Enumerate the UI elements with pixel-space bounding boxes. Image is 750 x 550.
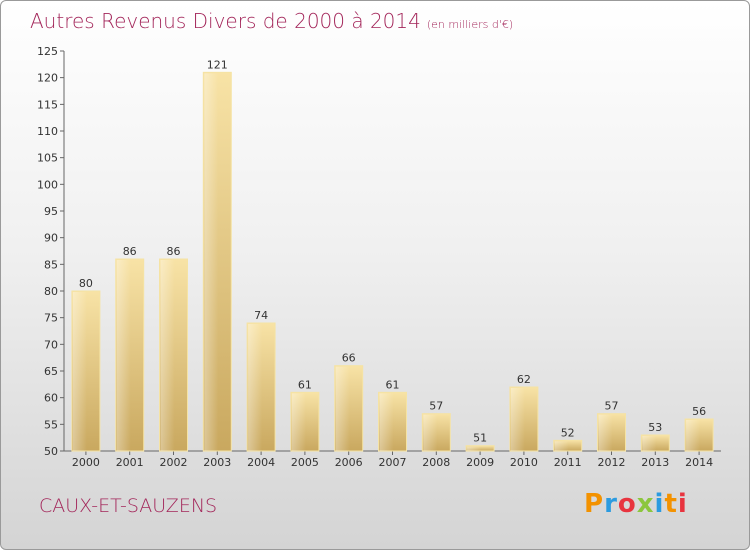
- x-tick-label: 2005: [291, 456, 319, 469]
- bar-value-label: 57: [429, 400, 443, 413]
- x-tick-label: 2002: [160, 456, 188, 469]
- logo-letter: r: [604, 489, 618, 519]
- x-tick-label: 2006: [335, 456, 363, 469]
- logo-letter: P: [584, 489, 605, 519]
- y-tick-label: 75: [44, 312, 58, 325]
- bar-value-label: 57: [605, 400, 619, 413]
- logo-letter: t: [664, 489, 678, 519]
- y-tick-label: 50: [44, 445, 58, 458]
- y-tick-label: 95: [44, 205, 58, 218]
- bar-highlight: [642, 436, 657, 451]
- bar-value-label: 52: [561, 426, 575, 439]
- bar-highlight: [423, 414, 438, 451]
- y-tick-label: 70: [44, 338, 58, 351]
- title-unit: (en milliers d'€): [426, 18, 514, 31]
- y-tick-label: 110: [37, 125, 58, 138]
- y-tick-label: 80: [44, 285, 58, 298]
- bar-value-label: 86: [123, 245, 137, 258]
- bar-highlight: [72, 292, 87, 451]
- x-tick-label: 2003: [203, 456, 231, 469]
- bar-value-label: 61: [298, 378, 312, 391]
- bar-highlight: [335, 366, 350, 451]
- y-tick-label: 105: [37, 152, 58, 165]
- x-tick-label: 2013: [641, 456, 669, 469]
- bar-value-label: 121: [207, 58, 228, 71]
- x-tick-label: 2009: [466, 456, 494, 469]
- commune-name: CAUX-ET-SAUZENS: [39, 495, 218, 517]
- x-tick-label: 2011: [554, 456, 582, 469]
- chart-title: Autres Revenus Divers de 2000 à 2014 (en …: [30, 9, 513, 33]
- value-labels: 80 86 86 121 74 61 66 61 57 51 62 52 57 53 56: [79, 58, 706, 444]
- bar-highlight: [598, 414, 613, 451]
- logo-letter: i: [654, 489, 665, 519]
- x-tick-label: 2001: [116, 456, 144, 469]
- x-tick-label: 2007: [379, 456, 407, 469]
- x-tick-label: 2000: [72, 456, 100, 469]
- bar-highlight: [379, 393, 394, 451]
- x-tick-label: 2004: [247, 456, 275, 469]
- y-tick-label: 60: [44, 392, 58, 405]
- y-tick-label: 120: [37, 72, 58, 85]
- bar-highlight: [160, 260, 175, 451]
- y-tick-label: 55: [44, 418, 58, 431]
- y-tick-label: 85: [44, 258, 58, 271]
- bar-highlight: [291, 393, 306, 451]
- bar-highlight: [116, 260, 131, 451]
- logo-letter: x: [636, 489, 655, 519]
- bar-highlight: [686, 420, 701, 451]
- x-tick-label: 2008: [422, 456, 450, 469]
- bar-value-label: 66: [342, 352, 356, 365]
- bar-value-label: 53: [648, 421, 662, 434]
- x-tick-label: 2014: [685, 456, 713, 469]
- y-tick-label: 100: [37, 178, 58, 191]
- bar-value-label: 61: [386, 378, 400, 391]
- y-tick-label: 125: [37, 45, 58, 58]
- bar-value-label: 62: [517, 373, 531, 386]
- logo-letter: i: [677, 489, 688, 519]
- title-text: Autres Revenus Divers de 2000 à 2014: [30, 9, 421, 33]
- bar-highlight: [467, 446, 482, 451]
- bar-highlight: [248, 324, 263, 451]
- bar-value-label: 56: [692, 405, 706, 418]
- axes: 50 55 60 65 70 75 80 85 90 95 100 105 110 115 120 125 20…: [37, 45, 721, 469]
- bar-value-label: 51: [473, 432, 487, 445]
- y-tick-label: 65: [44, 365, 58, 378]
- proxiti-logo: Proxiti: [584, 489, 688, 519]
- y-tick-label: 90: [44, 232, 58, 245]
- bar-value-label: 74: [254, 309, 268, 322]
- x-tick-label: 2010: [510, 456, 538, 469]
- bar-highlight: [204, 73, 219, 451]
- bars: [71, 71, 714, 452]
- x-tick-label: 2012: [598, 456, 626, 469]
- bar-highlight: [510, 388, 525, 451]
- logo-letter: o: [617, 489, 637, 519]
- y-tick-label: 115: [37, 98, 58, 111]
- bar-value-label: 86: [167, 245, 181, 258]
- bar-highlight: [554, 441, 569, 451]
- bar-value-label: 80: [79, 277, 93, 290]
